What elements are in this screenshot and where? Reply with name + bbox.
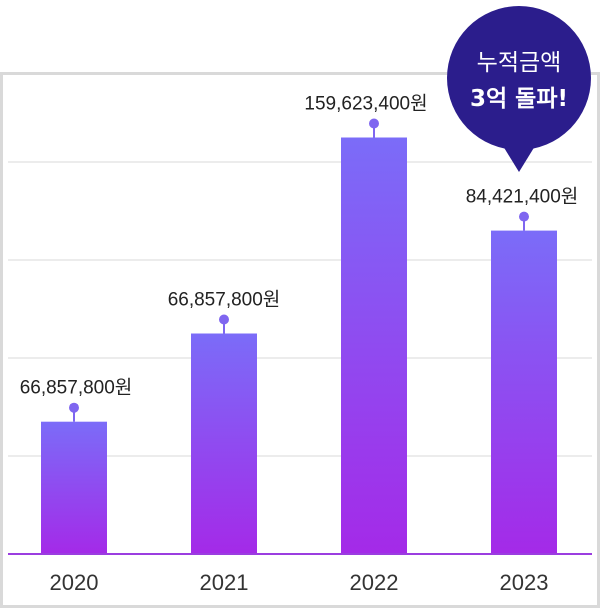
- chart-frame: [0, 72, 600, 608]
- x-axis-ticks: 2020 2021 2022 2023: [50, 570, 549, 595]
- x-tick-label-2020: 2020: [50, 570, 99, 595]
- badge-pointer: [503, 146, 535, 172]
- badge-line2: 3억 돌파!: [470, 86, 568, 112]
- x-tick-label-2022: 2022: [350, 570, 399, 595]
- x-tick-label-2023: 2023: [500, 570, 549, 595]
- bar-2023: [491, 230, 557, 554]
- bar-marker-dot-2023: [519, 211, 529, 222]
- bar-2021: [191, 333, 257, 554]
- cumulative-amount-badge: 누적금액 3억 돌파!: [447, 6, 591, 172]
- bar-value-label-2022: 159,623,400원: [304, 93, 427, 115]
- bar-marker-dot-2021: [219, 314, 229, 325]
- bars-group: 66,857,800원 66,857,800원 159,623,400원 84,421…: [20, 93, 579, 554]
- bar-2020: [41, 421, 107, 554]
- badge-circle: [447, 6, 591, 150]
- badge-line1: 누적금액: [477, 50, 562, 76]
- bar-2022: [341, 137, 407, 554]
- bar-value-label-2023: 84,421,400원: [466, 186, 579, 208]
- bar-marker-dot-2020: [69, 402, 79, 413]
- bar-value-label-2021: 66,857,800원: [168, 289, 281, 311]
- bar-value-label-2020: 66,857,800원: [20, 377, 133, 399]
- bar-marker-dot-2022: [369, 118, 379, 129]
- x-tick-label-2021: 2021: [200, 570, 249, 595]
